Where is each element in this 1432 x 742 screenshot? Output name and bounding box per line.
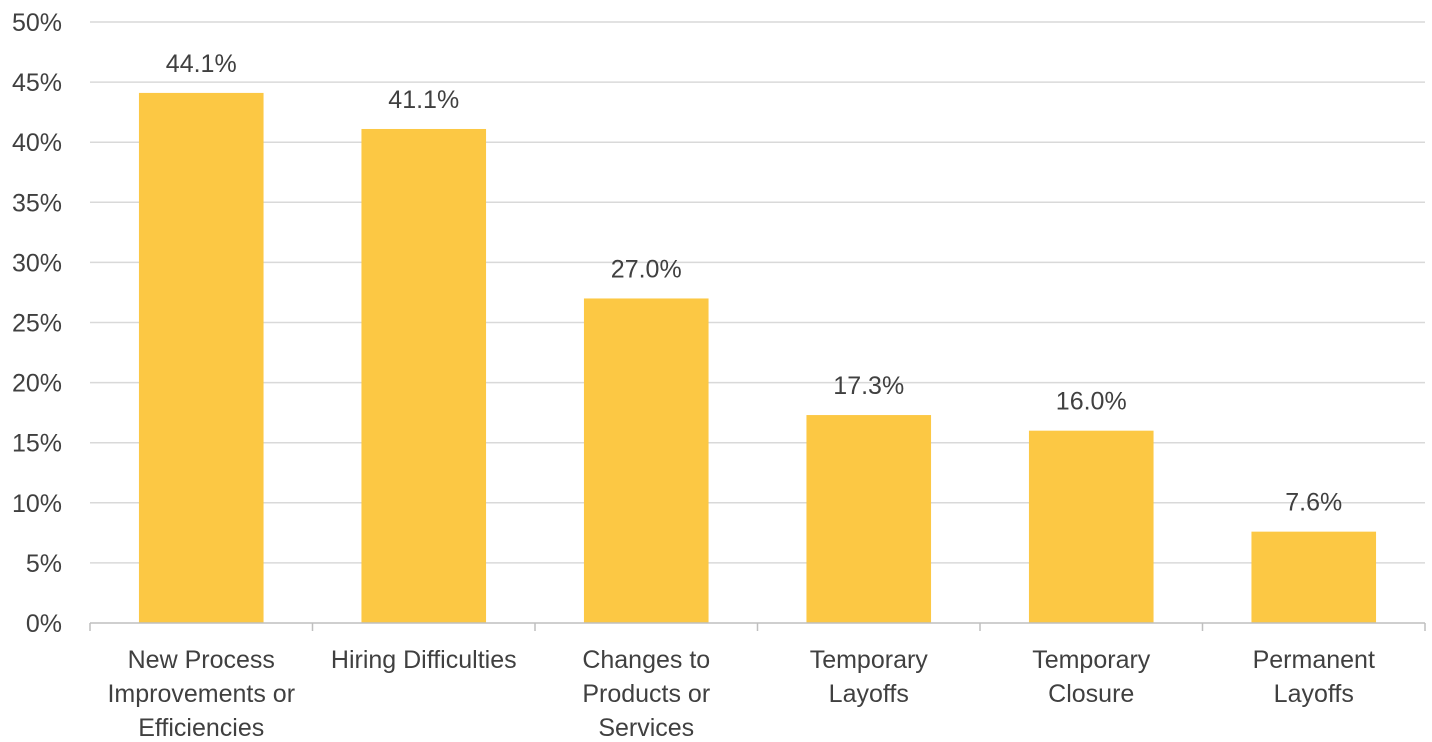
y-tick-label: 25% <box>12 310 62 338</box>
y-tick-label: 50% <box>12 9 62 37</box>
y-tick-label: 40% <box>12 129 62 157</box>
x-tick-label: Changes to Products or Services <box>582 646 710 742</box>
gridlines <box>90 21 1425 564</box>
data-label: 44.1% <box>166 50 237 78</box>
bar <box>1251 531 1377 623</box>
y-tick-label: 45% <box>12 69 62 97</box>
bar <box>583 298 709 623</box>
data-labels: 44.1% 41.1% 27.0% 17.3% 16.0% 7.6% <box>166 50 1342 517</box>
y-tick-label: 10% <box>12 490 62 518</box>
x-tick-label: Temporary Closure <box>1032 646 1151 708</box>
y-tick-label: 5% <box>26 550 62 578</box>
data-label: 17.3% <box>833 372 904 400</box>
x-tick-label: Permanent Layoffs <box>1253 646 1375 708</box>
data-label: 7.6% <box>1285 489 1342 517</box>
x-axis <box>89 622 1426 631</box>
y-tick-label: 0% <box>26 610 62 638</box>
x-tick-label: Temporary Layoffs <box>810 646 929 708</box>
x-tick-label: Hiring Difficulties <box>331 646 517 674</box>
y-tick-label: 30% <box>12 249 62 277</box>
data-label: 41.1% <box>388 86 459 114</box>
bar <box>138 92 264 624</box>
x-tick-label: New Process Improvements or Efficiencies <box>107 646 295 742</box>
y-axis-tick-labels: 0% 5% 10% 15% 20% 25% 30% 35% 40% 45% 50% <box>12 9 62 638</box>
y-tick-label: 20% <box>12 370 62 398</box>
data-label: 27.0% <box>611 255 682 283</box>
y-tick-label: 15% <box>12 430 62 458</box>
bar <box>361 128 487 623</box>
x-axis-tick-labels: New Process Improvements or Efficiencies Hi… <box>107 646 1374 742</box>
bars <box>138 92 1377 624</box>
bar <box>806 415 932 623</box>
y-tick-label: 35% <box>12 189 62 217</box>
data-label: 16.0% <box>1056 388 1127 416</box>
bar <box>1028 430 1154 623</box>
